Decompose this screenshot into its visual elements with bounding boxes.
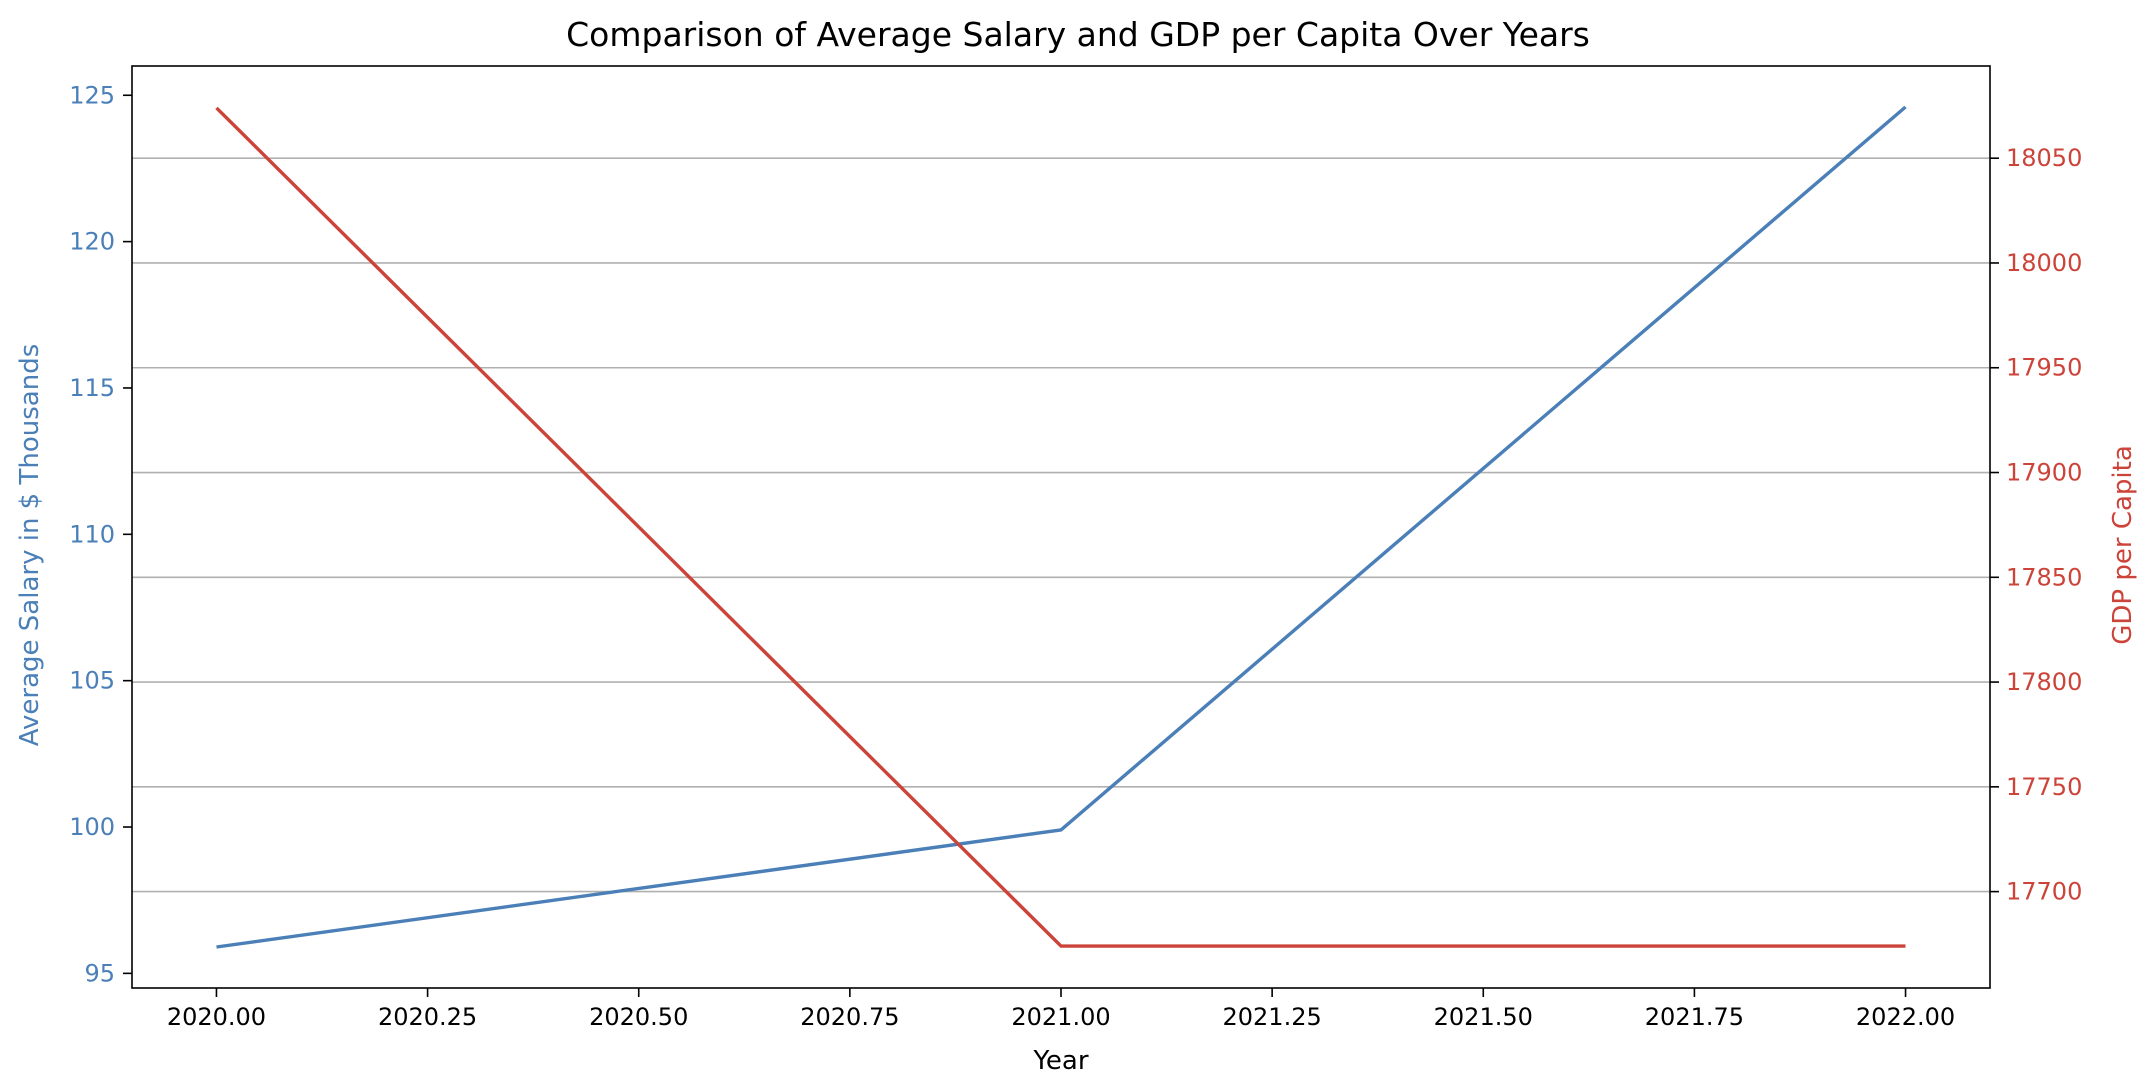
left-y-axis: 95 100 105 110 115 120 125: [69, 81, 132, 987]
gdp-per-capita-line: [215, 106, 1906, 948]
gridlines: [132, 157, 1990, 893]
right-y-tick-label: 17900: [2006, 459, 2082, 487]
x-axis-title: Year: [1032, 1046, 1088, 1076]
x-tick-label: 2021.50: [1434, 1003, 1533, 1031]
right-y-tick-label: 17950: [2006, 354, 2082, 382]
x-tick-label: 2020.75: [800, 1003, 899, 1031]
left-y-tick-label: 95: [84, 959, 115, 987]
right-y-axis-title: GDP per Capita: [2108, 445, 2138, 645]
right-y-axis: 17700 17750 17800 17850 17900 17950 18000 18050: [1990, 144, 2082, 906]
left-y-tick-label: 110: [69, 520, 115, 548]
right-y-tick-label: 18050: [2006, 144, 2082, 172]
right-y-tick-label: 17750: [2006, 773, 2082, 801]
left-y-tick-label: 100: [69, 813, 115, 841]
x-tick-label: 2021.00: [1011, 1003, 1110, 1031]
left-y-tick-label: 105: [69, 667, 115, 695]
x-tick-label: 2020.25: [378, 1003, 477, 1031]
right-y-tick-label: 17800: [2006, 668, 2082, 696]
series-lines: [215, 105, 1907, 949]
left-y-tick-label: 120: [69, 228, 115, 256]
left-y-tick-label: 115: [69, 374, 115, 402]
left-y-axis-title: Average Salary in $ Thousands: [15, 344, 45, 747]
x-tick-label: 2021.25: [1223, 1003, 1322, 1031]
x-axis: 2020.00 2020.25 2020.50 2020.75 2021.00 2021.…: [167, 988, 1955, 1031]
right-y-tick-label: 17850: [2006, 563, 2082, 591]
x-tick-label: 2020.00: [167, 1003, 266, 1031]
x-tick-label: 2022.00: [1856, 1003, 1955, 1031]
x-tick-label: 2020.50: [589, 1003, 688, 1031]
average-salary-line: [216, 105, 1907, 949]
x-tick-label: 2021.75: [1645, 1003, 1744, 1031]
right-y-tick-label: 17700: [2006, 878, 2082, 906]
chart-title: Comparison of Average Salary and GDP per…: [566, 15, 1590, 54]
left-y-tick-label: 125: [69, 81, 115, 109]
right-y-tick-label: 18000: [2006, 249, 2082, 277]
